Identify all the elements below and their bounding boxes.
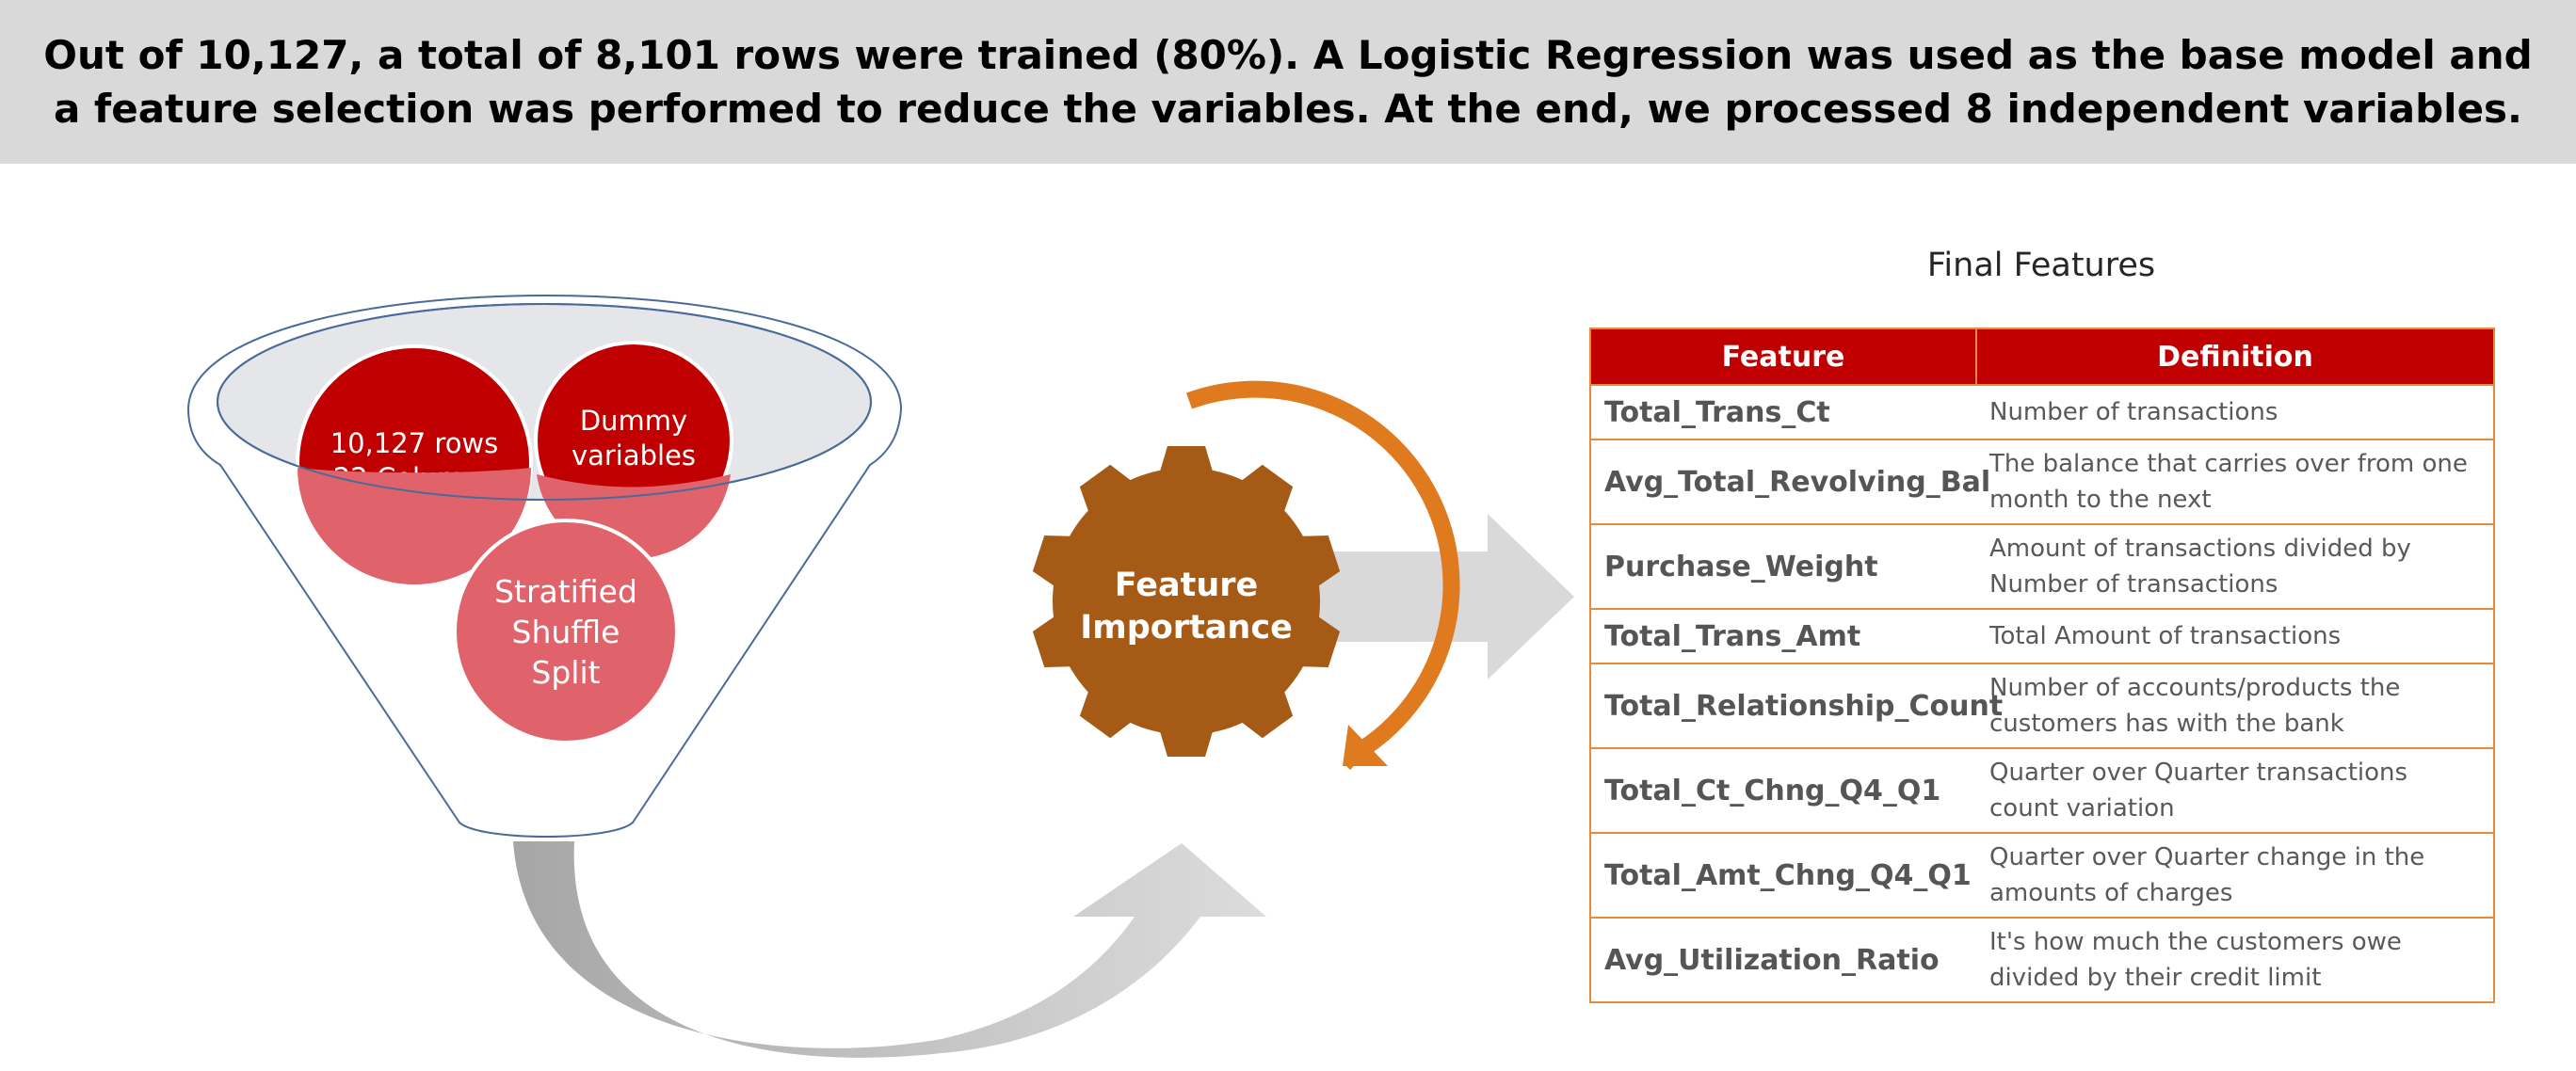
table-header-row: Feature Definition — [1589, 328, 2495, 386]
final-features-title: Final Features — [1926, 247, 2156, 284]
table-row: Avg_Total_Revolving_Bal The balance that… — [1589, 439, 2495, 525]
svg-text:Feature: Feature — [1115, 567, 1259, 604]
table-row: Total_Trans_Amt Total Amount of transact… — [1589, 608, 2495, 664]
table-row: Avg_Utilization_Ratio It's how much the … — [1589, 917, 2495, 1003]
cycle-arrow-icon — [1185, 380, 1460, 770]
feature-definition: Number of accounts/products the customer… — [1976, 663, 2495, 749]
feature-definition: Quarter over Quarter transactions count … — [1976, 747, 2495, 834]
feature-definition: Quarter over Quarter change in the amoun… — [1976, 832, 2495, 919]
feature-definition: Amount of transactions divided by Number… — [1976, 523, 2495, 610]
svg-text:10,127 rows: 10,127 rows — [330, 427, 499, 459]
feature-name: Purchase_Weight — [1589, 523, 1976, 610]
gear-icon: Feature Importance — [1032, 446, 1341, 757]
feature-name: Total_Relationship_Count — [1589, 663, 2003, 749]
feature-name: Avg_Total_Revolving_Bal — [1589, 439, 1990, 525]
header-definition: Definition — [1975, 328, 2495, 386]
table-row: Purchase_Weight Amount of transactions d… — [1589, 523, 2495, 610]
feature-name: Total_Amt_Chng_Q4_Q1 — [1589, 832, 1976, 919]
process-arrow — [1309, 514, 1574, 679]
table-row: Total_Trans_Ct Number of transactions — [1589, 384, 2495, 440]
feature-name: Total_Trans_Amt — [1589, 608, 1976, 664]
feature-definition: Total Amount of transactions — [1976, 608, 2495, 664]
feature-name: Avg_Utilization_Ratio — [1589, 917, 1976, 1003]
svg-text:Split: Split — [531, 654, 600, 691]
svg-text:Importance: Importance — [1080, 609, 1293, 647]
table-row: Total_Relationship_Count Number of accou… — [1589, 663, 2495, 749]
feature-definition: Number of transactions — [1976, 384, 2495, 440]
final-features-table: Feature Definition Total_Trans_Ct Number… — [1589, 328, 2495, 1003]
feature-name: Total_Ct_Chng_Q4_Q1 — [1589, 747, 1976, 834]
feature-name: Total_Trans_Ct — [1589, 384, 1976, 440]
svg-text:Stratified: Stratified — [494, 573, 637, 610]
header-feature: Feature — [1589, 328, 1977, 386]
circle-stratified-shuffle-split: Stratified Shuffle Split — [453, 519, 679, 744]
process-diagram: Dummy variables 10,127 rows 22 Columns S… — [186, 295, 1574, 1058]
table-row: Total_Amt_Chng_Q4_Q1 Quarter over Quarte… — [1589, 832, 2495, 919]
header-banner: Out of 10,127, a total of 8,101 rows wer… — [0, 0, 2576, 164]
curved-arrow — [513, 841, 1266, 1058]
svg-text:Shuffle: Shuffle — [512, 614, 620, 650]
table-row: Total_Ct_Chng_Q4_Q1 Quarter over Quarter… — [1589, 747, 2495, 834]
svg-text:Dummy: Dummy — [580, 405, 687, 437]
feature-definition: The balance that carries over from one m… — [1976, 439, 2495, 525]
svg-text:variables: variables — [572, 440, 696, 472]
feature-definition: It's how much the customers owe divided … — [1976, 917, 2495, 1003]
header-text: Out of 10,127, a total of 8,101 rows wer… — [43, 32, 2533, 132]
